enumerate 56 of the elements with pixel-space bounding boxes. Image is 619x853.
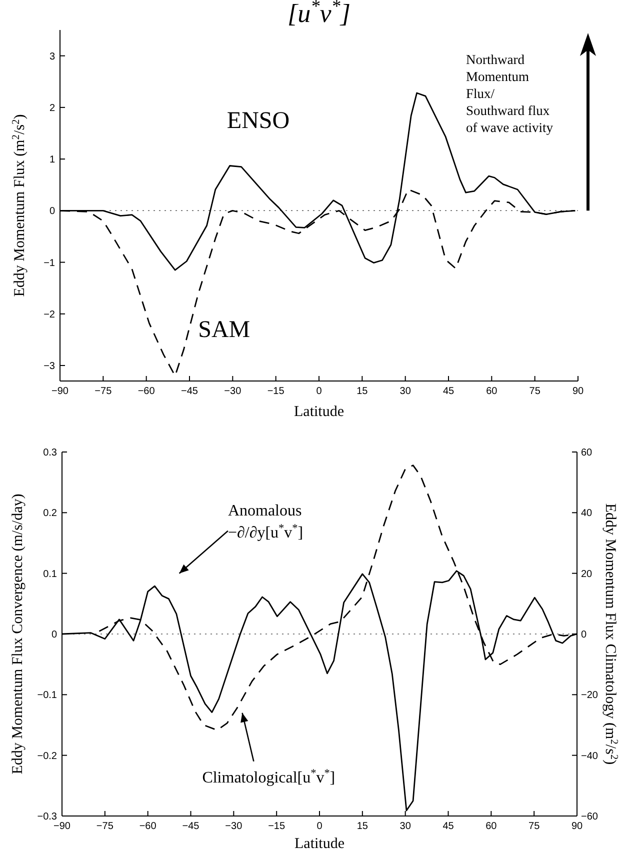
- y-tick-label: 1: [49, 154, 56, 166]
- y2-tick-label: 20: [581, 568, 593, 580]
- y-tick-label: 0.3: [43, 448, 58, 458]
- x-tick-label: 60: [486, 386, 498, 397]
- x-tick-label: −45: [182, 821, 200, 832]
- x-tick-label: 90: [572, 386, 584, 397]
- x-axis-title: Latitude: [294, 404, 344, 420]
- x-tick-label: −60: [138, 386, 156, 397]
- y2-tick-label: 0: [581, 630, 587, 640]
- x-tick-label: −75: [96, 821, 114, 832]
- y-tick-label: 3: [49, 51, 56, 62]
- y-tick-label: 0: [49, 206, 56, 218]
- series-label: SAM: [198, 317, 250, 344]
- y2-tick-label: −60: [581, 812, 598, 822]
- x-tick-label: 90: [571, 821, 583, 832]
- x-tick-label: −45: [181, 386, 198, 397]
- y-tick-label: 0.1: [43, 568, 58, 580]
- x-tick-label: −30: [225, 821, 243, 832]
- y2-tick-label: −20: [581, 690, 598, 702]
- x-tick-label: 75: [528, 821, 540, 832]
- y-tick-label: 0: [51, 630, 58, 640]
- x-axis-title: Latitude: [294, 836, 345, 852]
- x-tick-label: −75: [94, 386, 112, 397]
- x-tick-label: −90: [52, 386, 69, 397]
- text: Climatological[u$^{*}$v$^{*}$]: [202, 768, 336, 787]
- y2-tick-label: 60: [581, 448, 593, 458]
- y2-tick-label: 40: [581, 508, 593, 520]
- x-tick-label: −60: [139, 821, 157, 832]
- y-tick-label: −1: [44, 258, 56, 269]
- x-tick-label: −30: [224, 386, 242, 397]
- x-tick-label: −90: [54, 821, 71, 832]
- annotation: Northward Momentum Flux/ Southward flux of wave activity: [466, 52, 554, 135]
- x-tick-label: −15: [268, 821, 286, 832]
- y-tick-label: −0.2: [37, 750, 58, 762]
- x-tick-label: 30: [400, 821, 412, 832]
- y-tick-label: −3: [44, 361, 56, 372]
- x-tick-label: 30: [400, 386, 412, 397]
- x-tick-label: 45: [442, 821, 454, 832]
- series-label: ENSO: [226, 108, 290, 134]
- y-tick-label: −0.3: [37, 812, 58, 822]
- y2-tick-label: −40: [581, 750, 598, 762]
- x-tick-label: 75: [529, 386, 541, 397]
- y-tick-label: −2: [44, 309, 56, 320]
- y-axis-title: Eddy Momentum Flux Convergence (m/s/day): [10, 494, 26, 774]
- x-tick-label: 15: [356, 386, 368, 397]
- x-tick-label: 0: [316, 821, 323, 832]
- x-tick-label: 15: [356, 821, 368, 832]
- x-tick-label: 60: [486, 821, 498, 832]
- y-tick-label: 0.2: [43, 508, 58, 520]
- text: Anomalous −∂/∂y[u$^{*}$v$^{*}$]: [228, 502, 304, 542]
- x-tick-label: 45: [442, 386, 454, 397]
- x-tick-label: 0: [316, 386, 322, 397]
- y-tick-label: 2: [49, 102, 56, 114]
- x-tick-label: −15: [267, 386, 285, 397]
- y-tick-label: −0.1: [37, 690, 58, 702]
- chart-title: [u$^{*}$v$^{*}$]: [288, 0, 350, 28]
